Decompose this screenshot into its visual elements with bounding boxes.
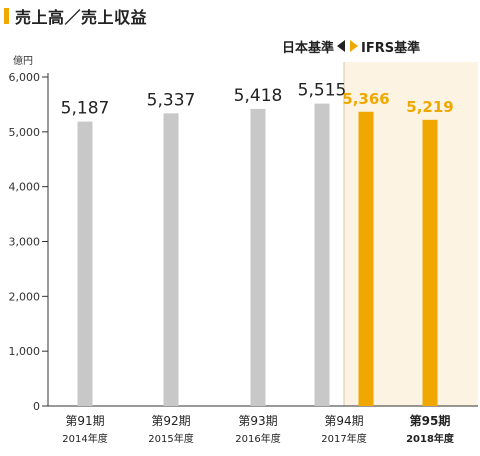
x-category-period-label: 第95期 <box>410 413 451 428</box>
title-marker <box>4 8 9 24</box>
y-tick-label: 3,000 <box>9 236 41 249</box>
right-arrow-icon <box>350 40 358 52</box>
x-category-year-label: 2014年度 <box>62 432 107 445</box>
bar-value-label-ifrs: 5,219 <box>406 98 453 116</box>
chart-title-row: 売上高／売上収益 <box>4 4 147 28</box>
standard-ifrs-label: IFRS基準 <box>361 40 420 56</box>
y-unit-label: 億円 <box>13 54 33 67</box>
y-tick-label: 0 <box>33 400 40 413</box>
chart-title: 売上高／売上収益 <box>15 8 148 27</box>
y-tick-label: 6,000 <box>9 71 41 84</box>
bar-ifrs <box>422 119 438 407</box>
x-category-period-label: 第94期 <box>324 414 363 428</box>
x-category-year-label: 2017年度 <box>321 432 366 445</box>
x-category-year-label: 2015年度 <box>148 432 193 445</box>
bar-value-label-jp: 5,187 <box>61 99 110 119</box>
bar-jp <box>250 108 266 407</box>
bar-ifrs <box>358 111 374 406</box>
x-category-period-label: 第93期 <box>238 414 277 428</box>
x-category-year-label: 2016年度 <box>235 432 280 445</box>
bar-value-label-jp: 5,337 <box>147 90 196 110</box>
y-tick-label: 5,000 <box>9 126 41 139</box>
bar-value-label-ifrs: 5,366 <box>342 90 389 108</box>
bar-value-label-jp: 5,418 <box>234 86 283 106</box>
bar-jp <box>163 113 179 407</box>
x-category-year-label: 2018年度 <box>406 432 455 445</box>
standard-jp-label: 日本基準 <box>282 40 334 56</box>
y-tick-label: 4,000 <box>9 181 41 194</box>
y-tick-label: 2,000 <box>9 290 41 303</box>
bar-jp <box>77 121 93 406</box>
x-category-period-label: 第91期 <box>65 414 104 428</box>
bar-value-label-jp: 5,515 <box>298 81 347 101</box>
y-tick-label: 1,000 <box>9 345 41 358</box>
bar-jp <box>314 103 330 406</box>
left-arrow-icon <box>337 40 345 52</box>
x-category-period-label: 第92期 <box>151 414 190 428</box>
